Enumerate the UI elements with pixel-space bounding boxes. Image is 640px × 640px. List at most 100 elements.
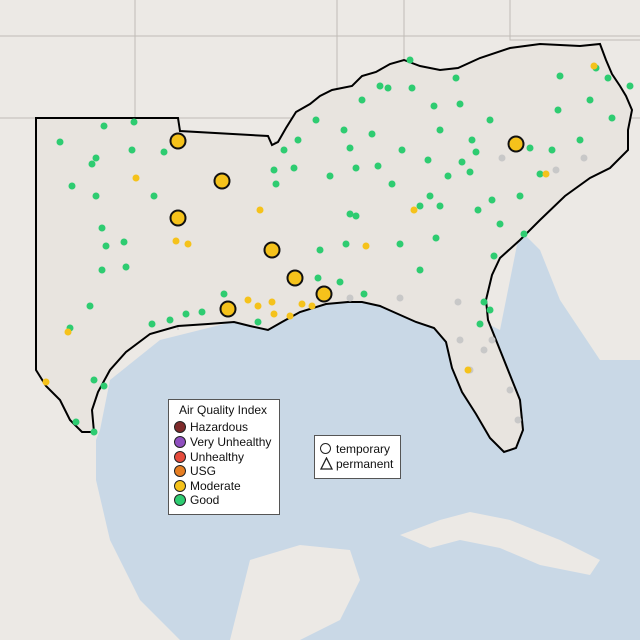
site-marker-good[interactable]: [128, 146, 136, 154]
site-marker-moderate-temporary[interactable]: [169, 209, 187, 227]
site-marker-good[interactable]: [416, 266, 424, 274]
site-marker-moderate[interactable]: [256, 206, 264, 214]
site-marker-good[interactable]: [272, 180, 280, 188]
site-marker-good[interactable]: [340, 126, 348, 134]
site-marker-moderate[interactable]: [184, 240, 192, 248]
site-marker-good[interactable]: [586, 96, 594, 104]
site-marker-good[interactable]: [98, 266, 106, 274]
site-marker-moderate[interactable]: [298, 300, 306, 308]
site-marker-good[interactable]: [452, 74, 460, 82]
site-marker-good[interactable]: [548, 146, 556, 154]
site-marker-good[interactable]: [396, 240, 404, 248]
site-marker-good[interactable]: [150, 192, 158, 200]
site-marker-moderate-temporary[interactable]: [169, 132, 187, 150]
site-marker-moderate-temporary[interactable]: [263, 241, 281, 259]
site-marker-good[interactable]: [342, 240, 350, 248]
site-marker-good[interactable]: [406, 56, 414, 64]
site-marker-good[interactable]: [626, 82, 634, 90]
site-marker-good[interactable]: [290, 164, 298, 172]
site-marker-moderate-temporary[interactable]: [213, 172, 231, 190]
site-marker-good[interactable]: [516, 192, 524, 200]
site-marker-good[interactable]: [316, 246, 324, 254]
site-marker-good[interactable]: [576, 136, 584, 144]
site-marker-good[interactable]: [436, 202, 444, 210]
site-marker-good[interactable]: [326, 172, 334, 180]
site-marker-moderate[interactable]: [64, 328, 72, 336]
site-marker-good[interactable]: [472, 148, 480, 156]
site-marker-no-data[interactable]: [396, 294, 404, 302]
site-marker-good[interactable]: [352, 212, 360, 220]
site-marker-moderate[interactable]: [362, 242, 370, 250]
site-marker-moderate[interactable]: [244, 296, 252, 304]
site-marker-good[interactable]: [360, 290, 368, 298]
site-marker-good[interactable]: [556, 72, 564, 80]
site-marker-good[interactable]: [314, 274, 322, 282]
site-marker-good[interactable]: [92, 192, 100, 200]
site-marker-good[interactable]: [376, 82, 384, 90]
site-marker-good[interactable]: [294, 136, 302, 144]
site-marker-good[interactable]: [554, 106, 562, 114]
site-marker-good[interactable]: [408, 84, 416, 92]
site-marker-good[interactable]: [536, 170, 544, 178]
site-marker-good[interactable]: [130, 118, 138, 126]
site-marker-good[interactable]: [166, 316, 174, 324]
site-marker-good[interactable]: [182, 310, 190, 318]
site-marker-no-data[interactable]: [456, 336, 464, 344]
site-marker-good[interactable]: [90, 376, 98, 384]
site-marker-no-data[interactable]: [506, 386, 514, 394]
site-marker-good[interactable]: [480, 298, 488, 306]
site-marker-good[interactable]: [436, 126, 444, 134]
site-marker-good[interactable]: [336, 278, 344, 286]
site-marker-good[interactable]: [474, 206, 482, 214]
site-marker-good[interactable]: [496, 220, 504, 228]
site-marker-good[interactable]: [56, 138, 64, 146]
site-marker-good[interactable]: [490, 252, 498, 260]
site-marker-good[interactable]: [384, 84, 392, 92]
site-marker-moderate-temporary[interactable]: [315, 285, 333, 303]
site-marker-good[interactable]: [424, 156, 432, 164]
site-marker-good[interactable]: [346, 210, 354, 218]
site-marker-good[interactable]: [90, 428, 98, 436]
site-marker-moderate-temporary[interactable]: [507, 135, 525, 153]
site-marker-good[interactable]: [92, 154, 100, 162]
site-marker-no-data[interactable]: [488, 336, 496, 344]
site-marker-good[interactable]: [488, 196, 496, 204]
site-marker-good[interactable]: [388, 180, 396, 188]
site-marker-good[interactable]: [398, 146, 406, 154]
site-marker-good[interactable]: [86, 302, 94, 310]
site-marker-good[interactable]: [466, 168, 474, 176]
site-marker-good[interactable]: [444, 172, 452, 180]
site-marker-moderate[interactable]: [542, 170, 550, 178]
site-marker-good[interactable]: [98, 224, 106, 232]
site-marker-good[interactable]: [280, 146, 288, 154]
site-marker-good[interactable]: [100, 122, 108, 130]
site-marker-moderate[interactable]: [410, 206, 418, 214]
site-marker-no-data[interactable]: [498, 154, 506, 162]
site-marker-good[interactable]: [254, 318, 262, 326]
site-marker-good[interactable]: [426, 192, 434, 200]
site-marker-good[interactable]: [458, 158, 466, 166]
site-marker-good[interactable]: [432, 234, 440, 242]
site-marker-moderate[interactable]: [590, 62, 598, 70]
site-marker-good[interactable]: [198, 308, 206, 316]
site-marker-good[interactable]: [374, 162, 382, 170]
site-marker-good[interactable]: [358, 96, 366, 104]
site-marker-moderate[interactable]: [42, 378, 50, 386]
site-marker-good[interactable]: [368, 130, 376, 138]
site-marker-good[interactable]: [68, 182, 76, 190]
site-marker-no-data[interactable]: [514, 416, 522, 424]
site-marker-good[interactable]: [120, 238, 128, 246]
site-marker-good[interactable]: [416, 202, 424, 210]
site-marker-moderate[interactable]: [286, 312, 294, 320]
site-marker-good[interactable]: [352, 164, 360, 172]
site-marker-good[interactable]: [148, 320, 156, 328]
site-marker-good[interactable]: [160, 148, 168, 156]
site-marker-good[interactable]: [486, 306, 494, 314]
site-marker-good[interactable]: [220, 290, 228, 298]
site-marker-good[interactable]: [476, 320, 484, 328]
site-marker-no-data[interactable]: [480, 346, 488, 354]
site-marker-no-data[interactable]: [552, 166, 560, 174]
site-marker-moderate[interactable]: [308, 302, 316, 310]
site-marker-good[interactable]: [100, 382, 108, 390]
